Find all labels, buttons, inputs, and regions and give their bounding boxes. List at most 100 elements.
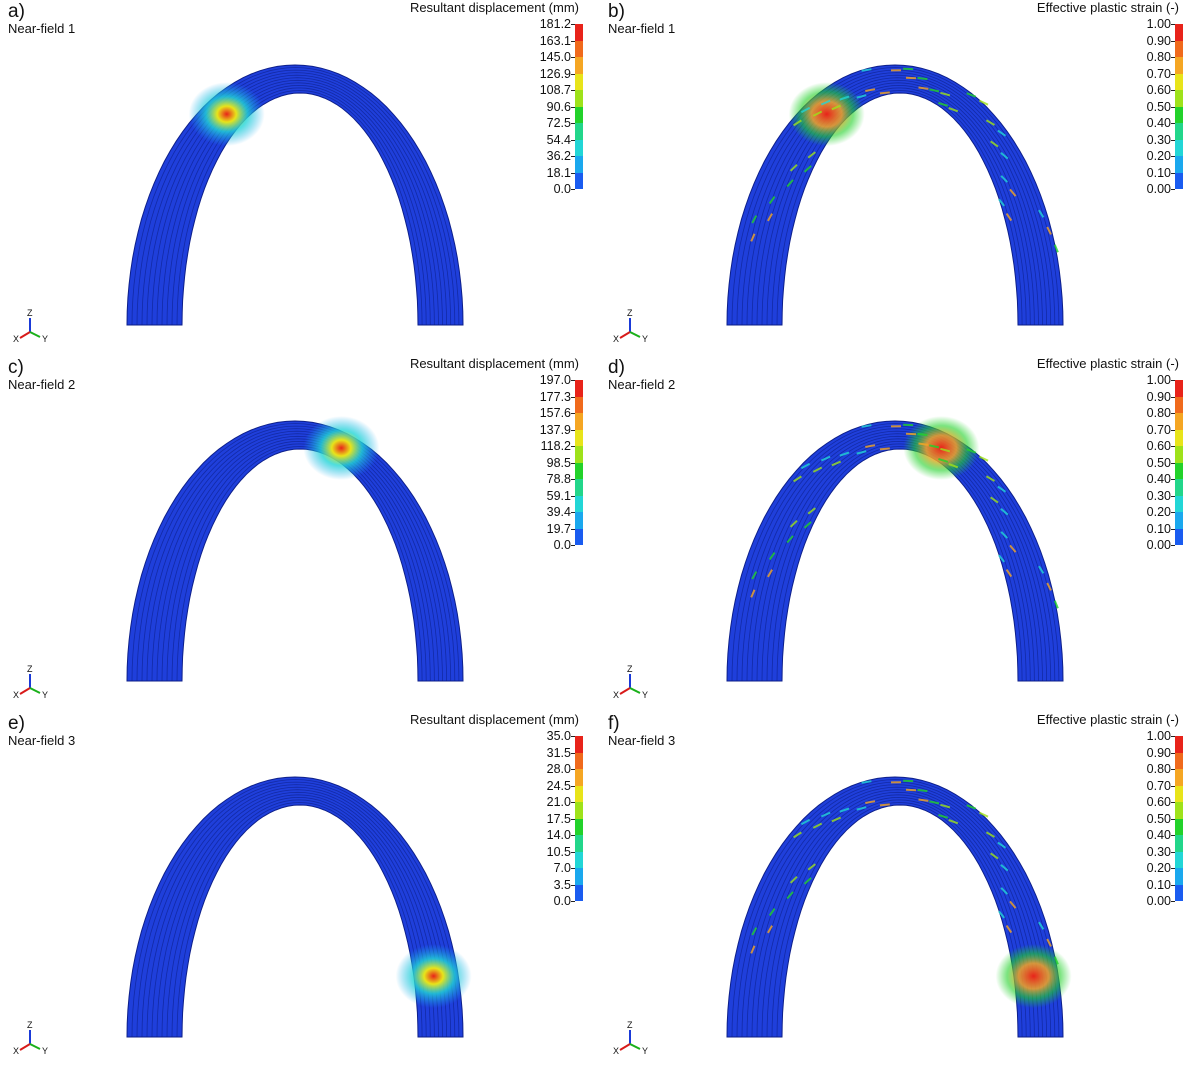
colorbar-swatch	[575, 173, 583, 190]
colorbar-tick-label: 35.0	[547, 730, 571, 743]
colorbar-swatch	[575, 786, 583, 803]
colorbar-tick-mark	[1171, 413, 1175, 414]
strain-streak	[880, 448, 890, 449]
colorbar-tick-label: 0.30	[1147, 134, 1171, 147]
load-case-label: Near-field 1	[8, 22, 75, 36]
triad-z-label: Z	[627, 308, 633, 318]
colorbar-tick-mark	[571, 380, 575, 381]
colorbar-tick-mark	[1171, 901, 1175, 902]
damage-hotspot	[189, 82, 265, 146]
colorbar-swatch	[1175, 496, 1183, 513]
colorbar-tick-label: 163.1	[540, 35, 571, 48]
colorbar-tick-label: 21.0	[547, 796, 571, 809]
colorbar-tick-label: 0.30	[1147, 846, 1171, 859]
colorbar-tick-mark	[571, 446, 575, 447]
colorbar-swatch	[575, 885, 583, 902]
colorbar-tick-mark	[571, 545, 575, 546]
colorbar-tick-mark	[1171, 156, 1175, 157]
colorbar-tick-mark	[1171, 769, 1175, 770]
colorbar-swatch	[1175, 786, 1183, 803]
strain-streak	[880, 92, 890, 93]
colorbar-tick-label: 0.90	[1147, 391, 1171, 404]
colorbar-swatch	[1175, 107, 1183, 124]
colorbar-tick-mark	[1171, 189, 1175, 190]
colorbar-tick-mark	[1171, 835, 1175, 836]
colorbar-tick-mark	[1171, 57, 1175, 58]
colorbar-tick-mark	[1171, 786, 1175, 787]
panel-letter: f)	[608, 714, 620, 734]
strain-streak	[918, 434, 928, 435]
panel-letter: c)	[8, 358, 24, 378]
colorbar-tick-label: 0.20	[1147, 506, 1171, 519]
colorbar-swatch	[575, 24, 583, 41]
colorbar-swatch	[575, 529, 583, 546]
colorbar-tick-mark	[1171, 446, 1175, 447]
colorbar-swatch	[575, 90, 583, 107]
load-case-label: Near-field 2	[8, 378, 75, 392]
colorbar-tick-mark	[571, 140, 575, 141]
strain-streak	[919, 800, 929, 801]
colorbar-swatch	[1175, 74, 1183, 91]
colorbar-swatch	[1175, 446, 1183, 463]
panel-letter: b)	[608, 2, 625, 22]
colorbar-tick-mark	[571, 529, 575, 530]
colorbar-tick-label: 0.00	[1147, 183, 1171, 196]
colorbar-tick-label: 36.2	[547, 150, 571, 163]
colorbar-tick-mark	[571, 189, 575, 190]
colorbar-tick-mark	[571, 463, 575, 464]
panel-letter: e)	[8, 714, 25, 734]
colorbar-tick-mark	[1171, 512, 1175, 513]
triad-z-label: Z	[27, 308, 33, 318]
colorbar-tick-label: 0.10	[1147, 523, 1171, 536]
colorbar-tick-mark	[1171, 41, 1175, 42]
colorbar-tick-mark	[571, 156, 575, 157]
colorbar-swatch	[575, 496, 583, 513]
strain-streak	[880, 804, 890, 805]
strain-streak	[919, 88, 929, 89]
colorbar-tick-label: 118.2	[541, 440, 571, 453]
colorbar-tick-mark	[1171, 496, 1175, 497]
colorbar-tick-label: 18.1	[547, 167, 571, 180]
colorbar-tick-label: 0.20	[1147, 862, 1171, 875]
arch-shell	[727, 65, 1063, 325]
colorbar-swatch	[575, 156, 583, 173]
colorbar-tick-mark	[1171, 173, 1175, 174]
strain-streak	[906, 790, 916, 791]
colorbar-swatch	[1175, 736, 1183, 753]
triad-y-label: Y	[42, 690, 48, 700]
colorbar-tick-mark	[1171, 852, 1175, 853]
colorbar-swatch	[1175, 57, 1183, 74]
colorbar-swatch	[575, 41, 583, 58]
colorbar-swatch	[1175, 835, 1183, 852]
triad-y-label: Y	[42, 1046, 48, 1056]
colorbar-tick-label: 0.60	[1147, 84, 1171, 97]
colorbar-tick-mark	[571, 786, 575, 787]
colorbar-tick-label: 0.80	[1147, 763, 1171, 776]
colorbar-swatch	[575, 819, 583, 836]
colorbar-tick-label: 137.9	[540, 424, 571, 437]
colorbar-tick-label: 126.9	[540, 68, 571, 81]
colorbar-tick-label: 0.40	[1147, 829, 1171, 842]
damage-hotspot	[903, 416, 979, 480]
colorbar-tick-label: 0.70	[1147, 780, 1171, 793]
triad-z-label: Z	[27, 664, 33, 674]
colorbar-tick-label: 0.70	[1147, 68, 1171, 81]
colorbar-tick-mark	[571, 430, 575, 431]
colorbar-tick-mark	[571, 753, 575, 754]
colorbar-tick-label: 24.5	[547, 780, 571, 793]
colorbar-tick-mark	[1171, 107, 1175, 108]
strain-streak	[919, 444, 929, 445]
colorbar-swatch	[1175, 173, 1183, 190]
colorbar-tick-label: 3.5	[554, 879, 571, 892]
arch-shell	[127, 65, 463, 325]
colorbar-tick-label: 78.8	[547, 473, 571, 486]
colorbar-tick-label: 7.0	[554, 862, 571, 875]
colorbar-swatch	[1175, 463, 1183, 480]
